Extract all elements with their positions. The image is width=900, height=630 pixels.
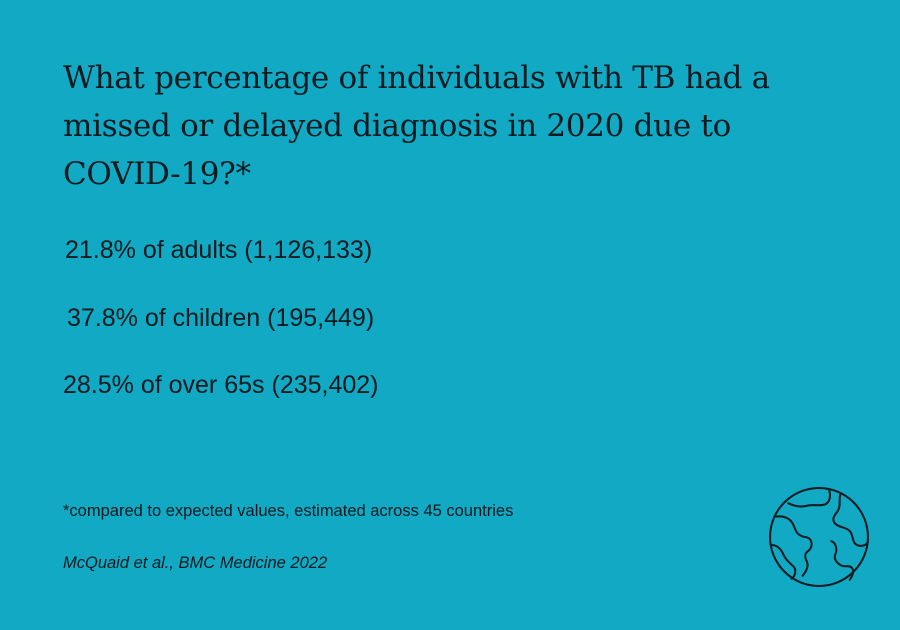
headline-question: What percentage of individuals with TB h… — [63, 60, 770, 192]
stat-over-65s: 28.5% of over 65s (235,402) — [63, 371, 379, 399]
stat-adults: 21.8% of adults (1,126,133) — [65, 236, 373, 264]
citation: McQuaid et al., BMC Medicine 2022 — [63, 554, 328, 572]
footnote: *compared to expected values, estimated … — [63, 502, 514, 520]
globe-icon — [768, 486, 870, 588]
stat-children: 37.8% of children (195,449) — [67, 304, 375, 332]
